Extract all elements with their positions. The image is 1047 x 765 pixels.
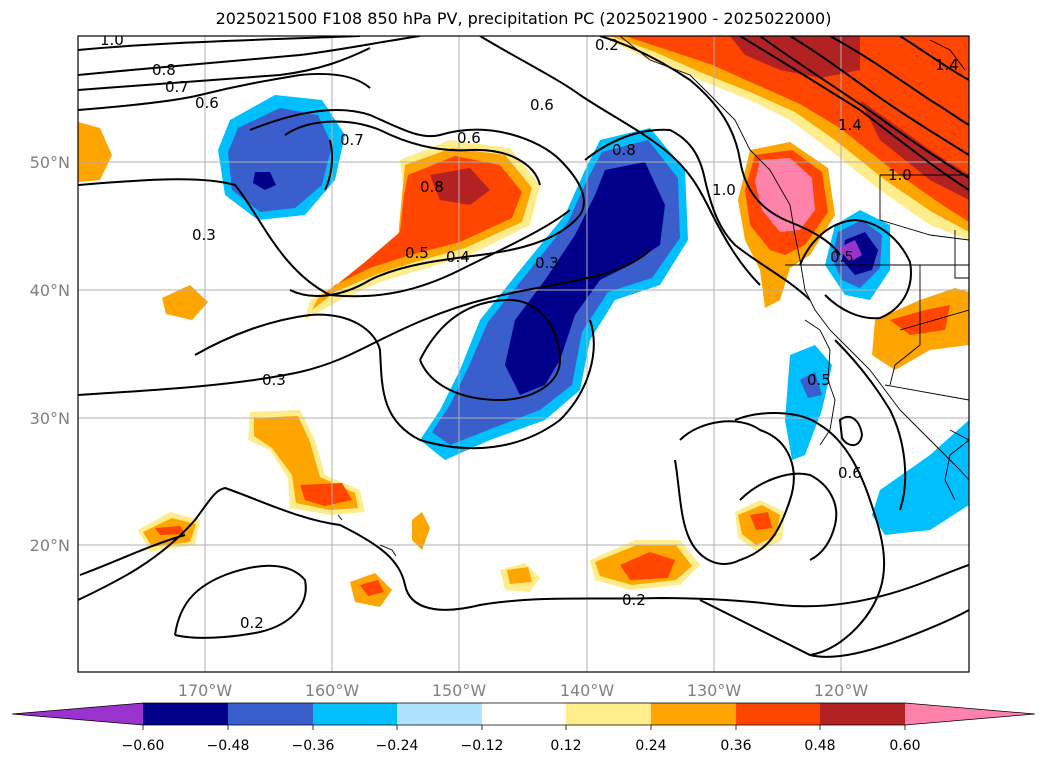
lon-label: 150°W <box>432 681 487 700</box>
colorbar-swatch <box>482 703 566 725</box>
contour-label: 0.8 <box>612 141 636 159</box>
contour-label: 0.2 <box>240 614 264 632</box>
colorbar-tick-label: −0.36 <box>292 738 335 754</box>
colorbar-swatch <box>651 703 736 725</box>
colorbar: −0.60 −0.48 −0.36 −0.24 −0.12 0.12 0.24 … <box>11 702 1036 754</box>
colorbar-swatch <box>736 703 820 725</box>
contour-label: 1.4 <box>838 116 862 134</box>
colorbar-swatch <box>228 703 313 725</box>
map-title: 2025021500 F108 850 hPa PV, precipitatio… <box>215 9 832 28</box>
contour-label: 0.8 <box>152 61 176 79</box>
contour-label: 1.4 <box>935 56 959 74</box>
contour-label: 1.0 <box>712 181 736 199</box>
lon-label: 160°W <box>305 681 360 700</box>
contour-label: 0.5 <box>807 371 831 389</box>
contour-label: 0.5 <box>830 248 854 266</box>
colorbar-tick-label: 0.36 <box>720 738 751 754</box>
colorbar-swatch <box>143 703 228 725</box>
colorbar-swatch <box>313 703 397 725</box>
lat-label: 50°N <box>30 153 70 172</box>
colorbar-tick-label: −0.24 <box>376 738 419 754</box>
lon-label: 120°W <box>814 681 869 700</box>
colorbar-ticks <box>142 725 906 730</box>
contour-label: 0.6 <box>838 464 862 482</box>
lon-label: 170°W <box>178 681 233 700</box>
latitude-labels: 50°N 40°N 30°N 20°N <box>30 153 70 555</box>
graticule <box>78 36 969 672</box>
lat-label: 40°N <box>30 281 70 300</box>
colorbar-swatch <box>820 703 905 725</box>
lat-label: 30°N <box>30 409 70 428</box>
contour-label: 0.6 <box>457 129 481 147</box>
colorbar-tick-label: 0.48 <box>804 738 835 754</box>
colorbar-tick-label: −0.60 <box>122 738 165 754</box>
contour-label: 0.3 <box>262 371 286 389</box>
colorbar-tick-label: 0.12 <box>550 738 581 754</box>
contour-label: 0.8 <box>420 178 444 196</box>
contour-label: 0.2 <box>622 591 646 609</box>
contour-label: 0.7 <box>165 78 189 96</box>
precip-anomaly-field <box>78 36 969 607</box>
contour-label: 1.0 <box>100 31 124 49</box>
longitude-labels: 170°W 160°W 150°W 140°W 130°W 120°W <box>178 681 869 700</box>
contour-label: 0.6 <box>530 96 554 114</box>
lon-label: 140°W <box>560 681 615 700</box>
lon-label: 130°W <box>687 681 742 700</box>
map-plot-area: 1.0 0.8 0.7 0.6 0.7 0.6 0.6 0.8 0.5 0.4 … <box>78 31 969 672</box>
contour-label: 0.7 <box>340 131 364 149</box>
contour-label: 0.3 <box>535 254 559 272</box>
colorbar-swatch <box>905 703 1035 725</box>
pv-contours <box>78 36 969 658</box>
contour-label: 0.4 <box>446 248 470 266</box>
contour-label: 0.6 <box>195 94 219 112</box>
lat-label: 20°N <box>30 536 70 555</box>
contour-label: 0.3 <box>192 226 216 244</box>
contour-label: 0.5 <box>405 244 429 262</box>
colorbar-tick-label: 0.24 <box>635 738 666 754</box>
colorbar-tick-label: −0.12 <box>461 738 504 754</box>
contour-label: 0.2 <box>595 36 619 54</box>
contour-label: 1.0 <box>888 166 912 184</box>
colorbar-tick-labels: −0.60 −0.48 −0.36 −0.24 −0.12 0.12 0.24 … <box>122 738 921 754</box>
contour-labels: 1.0 0.8 0.7 0.6 0.7 0.6 0.6 0.8 0.5 0.4 … <box>100 31 959 632</box>
map-frame <box>77 35 970 673</box>
colorbar-swatches <box>12 703 1035 725</box>
colorbar-swatch <box>566 703 651 725</box>
colorbar-swatch <box>397 703 482 725</box>
colorbar-swatch <box>12 703 143 725</box>
colorbar-tick-label: −0.48 <box>207 738 250 754</box>
colorbar-tick-label: 0.60 <box>889 738 920 754</box>
coastlines <box>337 36 969 557</box>
